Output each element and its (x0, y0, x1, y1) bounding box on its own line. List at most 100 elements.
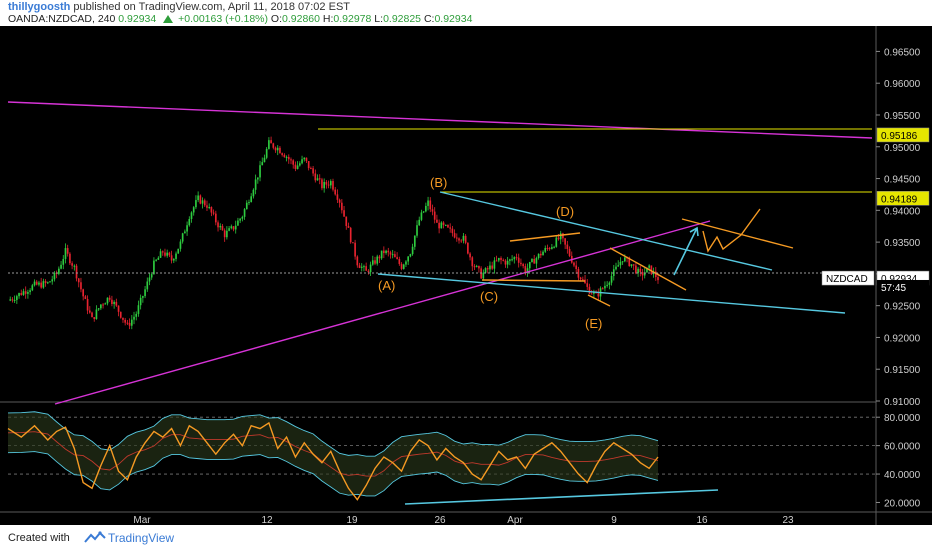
candle-body (321, 179, 323, 189)
candle-body (559, 233, 562, 240)
candle-body (623, 257, 626, 262)
chart-area[interactable]: (A) (B) (C) (D) (E) 0.96500 0.96000 0.9550… (0, 26, 932, 526)
candle-body (137, 305, 140, 314)
candle-body (16, 296, 18, 300)
candle-body (316, 178, 319, 181)
candle-body (495, 260, 498, 262)
candle-body (157, 257, 160, 260)
candle-body (58, 268, 60, 274)
candle-body (509, 259, 511, 261)
candle-body (159, 251, 162, 258)
oscillator-band-fill (8, 411, 658, 496)
candle-body (310, 168, 312, 170)
candle-body (548, 248, 551, 250)
publish-line: thillygoosth published on TradingView.co… (8, 1, 350, 13)
candle-body (188, 218, 191, 226)
oscillator-tick-label: 80.0000 (884, 413, 921, 424)
candle-body (416, 225, 418, 236)
candle-body (513, 257, 516, 260)
candle-body (462, 235, 465, 241)
wave-labels: (A) (B) (C) (D) (E) (378, 175, 602, 331)
candle-body (429, 200, 432, 210)
price-label: 0.95186 (881, 131, 918, 142)
oscillator-tick-label: 20.0000 (884, 498, 921, 509)
price-chart[interactable]: (A) (B) (C) (D) (E) 0.96500 0.96000 0.9550… (0, 26, 932, 526)
candle-body (610, 275, 613, 283)
candle-body (13, 299, 16, 301)
candle-body (394, 254, 396, 258)
candle-body (24, 291, 27, 294)
time-tick-label: 16 (696, 515, 708, 525)
candle-body (279, 147, 281, 154)
price-tick-label: 0.94500 (884, 175, 921, 186)
candle-body (122, 317, 124, 320)
candle-body (590, 293, 593, 295)
candle-body (11, 299, 14, 301)
candle-body (515, 257, 518, 259)
oscillator-axis[interactable]: 80.0000 60.0000 40.0000 20.0000 (876, 413, 921, 509)
candle-body (431, 209, 434, 212)
candle-body (332, 181, 334, 190)
candle-body (208, 206, 211, 208)
candle-body (343, 210, 345, 217)
price-tick-label: 0.92500 (884, 302, 921, 313)
candle-body (27, 292, 29, 294)
candle-body (31, 285, 34, 291)
tradingview-brand-link[interactable]: TradingView (108, 531, 175, 545)
candle-body (106, 297, 109, 304)
candle-body (219, 225, 222, 228)
candle-body (261, 162, 264, 166)
candle-body (29, 290, 31, 293)
author-link[interactable]: thillygoosth (8, 1, 71, 13)
price-label-box (876, 127, 930, 143)
candle-body (402, 264, 405, 269)
candle-body (371, 260, 374, 265)
candle-body (252, 189, 255, 197)
candle-body (164, 252, 166, 256)
candle-body (49, 281, 51, 283)
oscillator-line (7, 421, 659, 501)
candle-body (358, 265, 361, 268)
ohlc-line: OANDA:NZDCAD, 240 0.92934 +0.00163 (+0.1… (8, 13, 472, 25)
candle-body (323, 181, 325, 189)
candle-body (33, 281, 36, 286)
candle-body (409, 254, 412, 257)
time-axis[interactable]: Mar 12 19 26 Apr 9 16 23 (133, 515, 794, 526)
cyan-oscillator-trendline (404, 489, 719, 505)
candle-body (274, 147, 277, 151)
candle-body (526, 268, 529, 274)
candle-body (451, 228, 454, 234)
time-tick-label: 19 (346, 515, 358, 525)
candle-body (9, 299, 12, 301)
candle-body (170, 255, 173, 261)
candle-body (577, 269, 580, 278)
candle-body (347, 225, 350, 228)
candle-body (166, 252, 169, 256)
candle-body (270, 140, 272, 144)
candle-body (314, 173, 317, 181)
candle-body (80, 282, 82, 290)
candle-body (400, 263, 403, 269)
orange-projection-zigzag (702, 208, 761, 253)
candle-body (528, 262, 531, 269)
candle-body (100, 304, 102, 309)
candle-body (142, 296, 144, 298)
chart-header: thillygoosth published on TradingView.co… (0, 0, 932, 26)
wave-label-e: (E) (585, 316, 602, 331)
created-with-text: Created with (8, 532, 70, 544)
candle-body (458, 238, 460, 241)
candle-body (497, 257, 500, 261)
candle-body (338, 199, 341, 203)
candle-body (433, 211, 436, 220)
candle-body (542, 251, 544, 256)
candle-body (18, 293, 20, 297)
candle-body (553, 246, 555, 248)
candle-body (239, 218, 241, 221)
time-tick-label: 12 (261, 515, 273, 525)
candle-body (380, 250, 383, 259)
price-label-box (876, 191, 930, 206)
candle-body (420, 212, 423, 220)
candle-body (389, 252, 392, 255)
candle-body (250, 196, 253, 203)
candle-body (82, 289, 85, 297)
